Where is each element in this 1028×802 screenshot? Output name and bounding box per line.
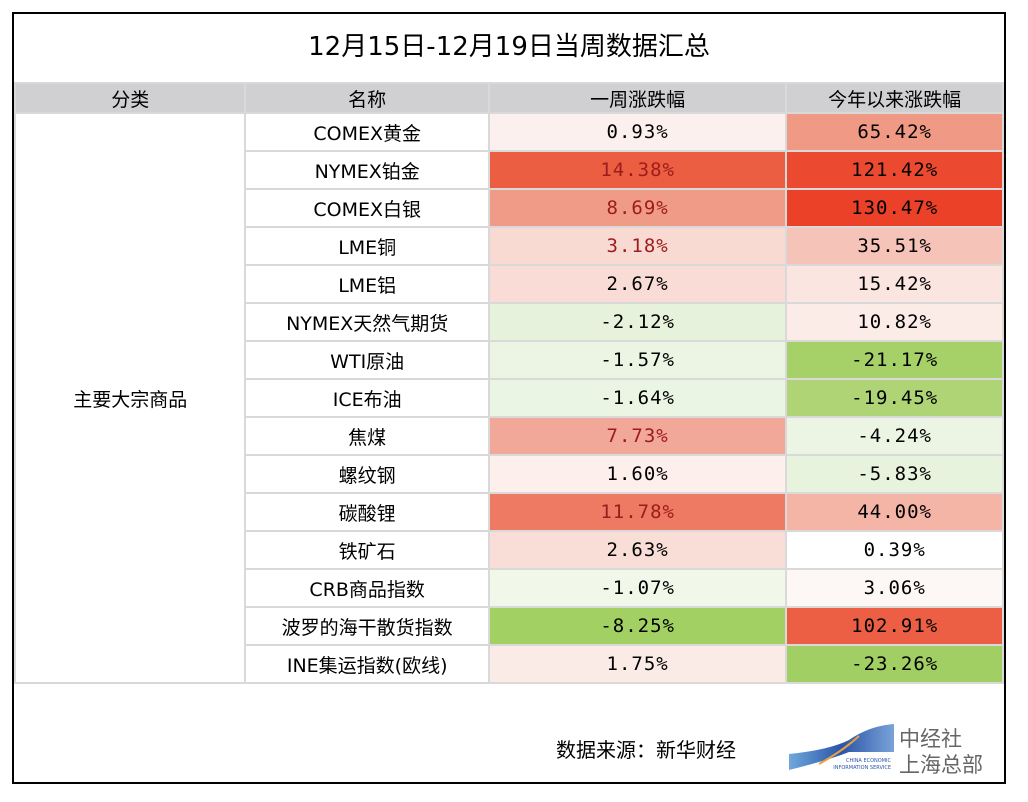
table-row: CRB商品指数 -1.07% 3.06%	[15, 568, 1004, 608]
ytd-change: -19.45%	[785, 378, 1004, 418]
table-row: 波罗的海干散货指数 -8.25% 102.91%	[15, 606, 1004, 646]
category-cell: 主要大宗商品	[13, 112, 247, 684]
logo-text-1: 中经社	[899, 727, 962, 751]
ytd-change: 102.91%	[785, 606, 1004, 646]
ytd-change: 10.82%	[785, 302, 1004, 342]
commodity-name: ICE布油	[244, 378, 490, 418]
commodity-name: 波罗的海干散货指数	[244, 606, 490, 646]
table-row: 碳酸锂 11.78% 44.00%	[15, 492, 1004, 532]
cei-logo: CHINA ECONOMIC INFORMATION SERVICE 中经社 上…	[789, 724, 983, 776]
week-change: 1.75%	[487, 644, 788, 684]
commodity-name: COMEX黄金	[244, 112, 490, 152]
table-title: 12月15日-12月19日当周数据汇总	[308, 32, 710, 62]
data-source: 数据来源：新华财经	[556, 738, 736, 762]
week-change: -1.64%	[487, 378, 788, 418]
commodity-table: 分类 名称 一周涨跌幅 今年以来涨跌幅 主要大宗商品 COMEX黄金 0.93% 65…	[13, 82, 1004, 684]
logo-en-2: INFORMATION SERVICE	[833, 765, 891, 771]
table-row: LME铝 2.67% 15.42%	[15, 264, 1004, 304]
commodity-name: 碳酸锂	[244, 492, 490, 532]
ytd-change: 121.42%	[785, 150, 1004, 190]
table-row: 铁矿石 2.63% 0.39%	[15, 530, 1004, 570]
ytd-change: -21.17%	[785, 340, 1004, 380]
ytd-change: -5.83%	[785, 454, 1004, 494]
ytd-change: 130.47%	[785, 188, 1004, 228]
table-row: WTI原油 -1.57% -21.17%	[15, 340, 1004, 380]
table-row: LME铜 3.18% 35.51%	[15, 226, 1004, 266]
commodity-name: COMEX白银	[244, 188, 490, 228]
week-change: 8.69%	[487, 188, 788, 228]
week-change: 1.60%	[487, 454, 788, 494]
commodity-name: INE集运指数(欧线)	[244, 644, 490, 684]
commodity-name: 螺纹钢	[244, 454, 490, 494]
table-row: ICE布油 -1.64% -19.45%	[15, 378, 1004, 418]
week-change: 2.63%	[487, 530, 788, 570]
ytd-change: 35.51%	[785, 226, 1004, 266]
ytd-change: 65.42%	[785, 112, 1004, 152]
table-row: INE集运指数(欧线) 1.75% -23.26%	[15, 644, 1004, 684]
header-ytd-change: 今年以来涨跌幅	[785, 82, 1004, 114]
table-row: NYMEX天然气期货 -2.12% 10.82%	[15, 302, 1004, 342]
header-name: 名称	[244, 82, 490, 114]
header-category: 分类	[13, 82, 247, 114]
footer: 数据来源：新华财经 CHINA ECONOMIC INFORMATION SER…	[14, 714, 1004, 782]
table-row: 螺纹钢 1.60% -5.83%	[15, 454, 1004, 494]
week-change: 2.67%	[487, 264, 788, 304]
ytd-change: 44.00%	[785, 492, 1004, 532]
table-row: 主要大宗商品 COMEX黄金 0.93% 65.42%	[13, 112, 1004, 684]
commodity-name: LME铜	[244, 226, 490, 266]
commodity-name: NYMEX天然气期货	[244, 302, 490, 342]
ytd-change: 15.42%	[785, 264, 1004, 304]
week-change: 11.78%	[487, 492, 788, 532]
commodity-name: WTI原油	[244, 340, 490, 380]
week-change: -1.57%	[487, 340, 788, 380]
week-change: 14.38%	[487, 150, 788, 190]
ytd-change: 3.06%	[785, 568, 1004, 608]
table-row: NYMEX铂金 14.38% 121.42%	[15, 150, 1004, 190]
commodity-name: LME铝	[244, 264, 490, 304]
ytd-change: -4.24%	[785, 416, 1004, 456]
table-row: 焦煤 7.73% -4.24%	[15, 416, 1004, 456]
week-change: 7.73%	[487, 416, 788, 456]
week-change: -8.25%	[487, 606, 788, 646]
week-change: -2.12%	[487, 302, 788, 342]
summary-table-card: 12月15日-12月19日当周数据汇总 分类 名称 一周涨跌幅 今年以来涨跌幅 …	[12, 12, 1006, 784]
header-week-change: 一周涨跌幅	[487, 82, 788, 114]
ytd-change: 0.39%	[785, 530, 1004, 570]
commodity-name: NYMEX铂金	[244, 150, 490, 190]
ytd-change: -23.26%	[785, 644, 1004, 684]
commodity-name: 铁矿石	[244, 530, 490, 570]
table-row: COMEX白银 8.69% 130.47%	[15, 188, 1004, 228]
week-change: -1.07%	[487, 568, 788, 608]
week-change: 0.93%	[487, 112, 788, 152]
logo-text-2: 上海总部	[899, 753, 983, 776]
logo-en-1: CHINA ECONOMIC	[846, 758, 892, 764]
commodity-name: CRB商品指数	[244, 568, 490, 608]
commodity-name: 焦煤	[244, 416, 490, 456]
week-change: 3.18%	[487, 226, 788, 266]
